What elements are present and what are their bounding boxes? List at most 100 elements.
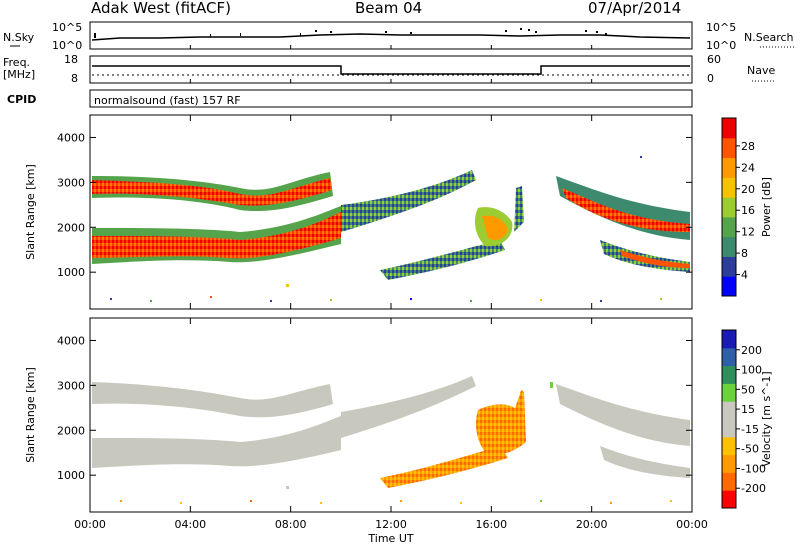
beam-label: Beam 04 (355, 0, 422, 17)
nsearch-label: N.Search (744, 31, 794, 44)
colorbar-tick-label: -100 (741, 462, 766, 475)
colorbar-swatch (722, 137, 736, 159)
colorbar-tick-label: 15 (741, 403, 755, 416)
power-colorbar: 4 8 12 16 20 24 28 Power [dB] (721, 117, 773, 297)
nsky-noise-line (91, 33, 691, 41)
power-afternoon-band (341, 170, 476, 232)
freq-label: Freq. (3, 56, 30, 69)
cpid-program: normalsound (fast) 157 RF (94, 94, 241, 107)
y-tick-label: 4000 (57, 131, 85, 144)
colorbar-label: Velocity [m s^-1] (760, 371, 773, 466)
colorbar-swatch (722, 118, 736, 139)
velocity-near-band (92, 416, 341, 468)
colorbar-swatch (722, 472, 736, 491)
velocity-evening-band (556, 384, 690, 446)
colorbar-swatch (722, 216, 736, 238)
nave-tick-bottom: 0 (707, 72, 714, 85)
colorbar-swatch (722, 330, 736, 349)
colorbar-tick-label: 4 (741, 269, 748, 282)
y-tick-label: 2000 (57, 221, 85, 234)
colorbar-tick-label: -200 (741, 482, 766, 495)
x-tick-label: 00:00 (74, 518, 106, 531)
x-tick-label: 04:00 (174, 518, 206, 531)
nsearch-tick-top: 10^5 (706, 21, 736, 34)
x-tick-label: 08:00 (275, 518, 307, 531)
velocity-speckle (120, 382, 672, 504)
colorbar-swatch (722, 347, 736, 367)
y-tick-label: 1000 (57, 469, 85, 482)
y-axis-label: Slant Range [km] (24, 164, 37, 260)
nsky-tick-top: 10^5 (52, 21, 82, 34)
y-tick-label: 2000 (57, 424, 85, 437)
colorbar-swatch (722, 490, 736, 509)
colorbar-label: Power [dB] (760, 177, 773, 237)
power-bump-core (482, 215, 508, 240)
colorbar-tick-label: -15 (741, 423, 759, 436)
cpid-label: CPID (7, 93, 36, 106)
nsky-label: N.Sky (3, 31, 35, 44)
x-tick-label: 12:00 (375, 518, 407, 531)
colorbar-tick-label: 50 (741, 383, 755, 396)
colorbar-swatch (722, 276, 736, 297)
radar-title: Adak West (fitACF) (91, 0, 231, 17)
colorbar-tick-label: 12 (741, 226, 755, 239)
colorbar-tick-label: 8 (741, 247, 748, 260)
colorbar-swatch (722, 383, 736, 402)
y-tick-label: 3000 (57, 176, 85, 189)
power-panel (89, 114, 693, 310)
x-axis-label: Time UT (367, 532, 413, 545)
colorbar-swatch (722, 401, 736, 420)
nave-tick-top: 60 (707, 53, 721, 66)
power-speckle (110, 156, 662, 302)
colorbar-swatch (722, 256, 736, 277)
date-label: 07/Apr/2014 (588, 0, 681, 17)
y-tick-label: 1000 (57, 266, 85, 279)
colorbar-swatch (722, 436, 736, 456)
x-tick-label: 20:00 (576, 518, 608, 531)
nsky-tick-bottom: 10^0 (52, 39, 82, 52)
freq-tick-top: 18 (64, 53, 78, 66)
x-tick-label: 00:00 (676, 518, 708, 531)
power-spike (514, 186, 524, 232)
colorbar-frame (721, 117, 737, 297)
power-near-core (92, 212, 341, 259)
colorbar-tick-label: 24 (741, 161, 755, 174)
velocity-panel (89, 317, 693, 513)
colorbar-swatch (722, 157, 736, 178)
x-tick-label: 16:00 (475, 518, 507, 531)
freq-panel-frame (89, 55, 693, 84)
power-evening-lower-core (620, 250, 690, 268)
velocity-evening-lower (600, 446, 690, 478)
cpid-panel-frame (89, 89, 693, 108)
velocity-afternoon-band (341, 376, 476, 438)
axes-group: 1000 2000 3000 4000 Slant Range [km] 1000 2000… (24, 45, 708, 545)
colorbar-tick-label: 28 (741, 140, 755, 153)
freq-unit-label: [MHz] (3, 68, 35, 81)
colorbar-swatch (722, 419, 736, 438)
colorbar-frame (721, 329, 737, 509)
colorbar-swatch (722, 177, 736, 198)
colorbar-tick-label: 100 (741, 364, 762, 377)
velocity-colorbar: 200 100 50 15 -15 -50 -100 -200 Velocity [m s^-1… (721, 329, 773, 509)
colorbar-tick-label: 20 (741, 183, 755, 196)
nave-label: Nave (747, 64, 775, 77)
colorbar-swatch (722, 197, 736, 218)
colorbar-swatch (722, 365, 736, 384)
colorbar-tick-label: 200 (741, 344, 762, 357)
y-axis-label: Slant Range [km] (24, 367, 37, 463)
power-fregion-core (92, 178, 332, 206)
velocity-fregion-band (92, 382, 333, 418)
freq-line (92, 65, 690, 75)
power-late-band (380, 240, 505, 280)
nsearch-tick-bottom: 10^0 (706, 39, 736, 52)
colorbar-swatch (722, 236, 736, 257)
freq-tick-bottom: 8 (71, 72, 78, 85)
nsky-noise-dots (94, 28, 607, 38)
velocity-orange-band (380, 446, 508, 488)
colorbar-swatch (722, 454, 736, 473)
colorbar-tick-label: -50 (741, 443, 759, 456)
power-evening-core (562, 188, 690, 232)
velocity-orange-plume (476, 390, 526, 455)
colorbar-tick-label: 16 (741, 204, 755, 217)
